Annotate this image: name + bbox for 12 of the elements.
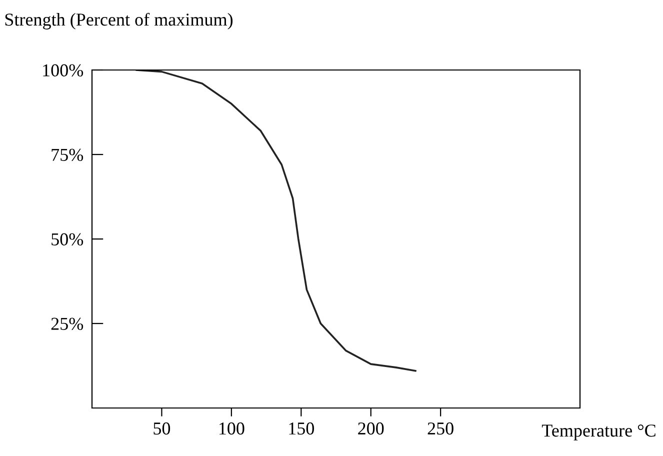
line-series xyxy=(136,70,416,372)
x-tick-label: 100 xyxy=(219,422,244,435)
x-tick-label: 50 xyxy=(154,422,170,435)
x-tick-label: 150 xyxy=(289,422,314,435)
y-tick-label: 100% xyxy=(43,64,84,76)
y-axis-title: Strength (Percent of maximum) xyxy=(5,12,233,30)
x-axis-title: Temperature °C xyxy=(542,424,656,440)
y-tick-label: 75% xyxy=(52,148,84,161)
y-tick-label: 50% xyxy=(52,233,84,246)
y-tick-label: 25% xyxy=(51,318,84,330)
x-tick-label: 200 xyxy=(358,422,384,435)
x-tick-label: 250 xyxy=(428,422,454,435)
